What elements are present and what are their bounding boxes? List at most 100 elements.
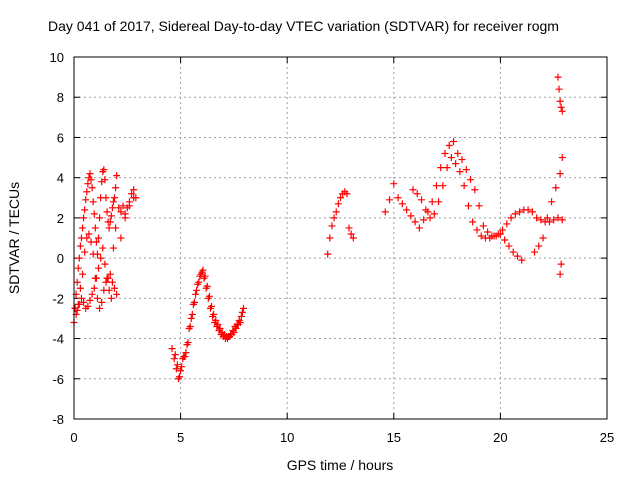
data-point [85, 230, 93, 238]
data-point [528, 208, 536, 216]
x-axis-label: GPS time / hours [287, 457, 394, 473]
data-point [477, 232, 485, 240]
data-point [229, 327, 237, 335]
data-point [128, 190, 136, 198]
data-point [398, 200, 406, 208]
x-tick-label: 20 [493, 430, 507, 445]
data-point [203, 282, 211, 290]
data-point [214, 320, 222, 328]
data-point [386, 196, 394, 204]
data-point [102, 278, 110, 286]
y-tick-label: 10 [50, 50, 64, 65]
data-point [77, 294, 85, 302]
data-point [90, 284, 98, 292]
data-point [238, 308, 246, 316]
data-point [119, 202, 127, 210]
data-point [117, 208, 125, 216]
data-point [87, 176, 95, 184]
y-tick-label: 2 [57, 211, 64, 226]
data-point [415, 224, 423, 232]
data-point [103, 208, 111, 216]
y-tick-label: 6 [57, 130, 64, 145]
data-point [469, 218, 477, 226]
data-point [109, 244, 117, 252]
data-point [84, 180, 92, 188]
data-point [235, 316, 243, 324]
data-point [95, 264, 103, 272]
data-point [345, 224, 353, 232]
data-point [199, 266, 207, 274]
data-point [168, 345, 176, 353]
data-point [337, 194, 344, 202]
data-point [81, 206, 89, 214]
data-point [239, 304, 247, 312]
data-point [390, 180, 398, 188]
data-point [81, 248, 89, 256]
x-tick-label: 15 [387, 430, 401, 445]
data-point [556, 270, 564, 278]
data-point [171, 351, 179, 359]
data-point [550, 216, 558, 224]
data-point [83, 188, 91, 196]
y-tick-label: 0 [57, 251, 64, 266]
data-point [88, 290, 96, 298]
data-point [88, 184, 96, 192]
data-point [437, 164, 445, 172]
data-point [237, 312, 245, 320]
data-point [101, 260, 109, 268]
data-point [513, 252, 521, 260]
data-point [467, 176, 475, 184]
data-point [190, 298, 198, 306]
data-point [75, 300, 83, 308]
data-point [558, 216, 566, 224]
data-point [82, 196, 90, 204]
data-point [343, 190, 351, 198]
data-point [496, 230, 504, 238]
data-point [105, 286, 113, 294]
data-point [332, 208, 340, 216]
data-point [454, 150, 462, 158]
data-point [334, 200, 342, 208]
data-point [197, 270, 205, 278]
data-point [471, 186, 479, 194]
data-point [518, 256, 526, 264]
data-point [90, 210, 98, 218]
data-point [84, 302, 92, 310]
data-point [99, 244, 107, 252]
data-point [188, 310, 196, 318]
data-point [106, 270, 114, 278]
data-points [70, 73, 566, 383]
data-point [195, 278, 203, 286]
data-point [113, 290, 121, 298]
data-point [503, 220, 511, 228]
data-point [80, 298, 88, 306]
data-point [173, 361, 181, 369]
data-point [193, 286, 201, 294]
data-point [212, 316, 220, 324]
data-point [554, 73, 562, 81]
data-point [89, 198, 97, 206]
data-point [87, 238, 95, 246]
x-tick-label: 10 [280, 430, 294, 445]
data-point [439, 182, 447, 190]
data-point [187, 314, 195, 322]
data-point [324, 250, 332, 258]
data-point [473, 226, 481, 234]
data-point [403, 206, 411, 214]
data-point [100, 166, 108, 174]
y-tick-label: -8 [52, 412, 64, 427]
data-point [328, 222, 336, 230]
data-point [97, 254, 105, 262]
plot-frame [73, 56, 608, 420]
axis-ticks: 0 5 10 15 20 25 -8 -6 -4 -2 0 2 4 6 8 10 [50, 50, 615, 445]
data-point [394, 194, 402, 202]
data-point [464, 202, 472, 210]
data-point [456, 168, 464, 176]
data-point [102, 194, 110, 202]
data-point [349, 234, 357, 242]
data-point [89, 250, 97, 258]
data-point [558, 154, 566, 162]
data-point [554, 214, 562, 222]
data-point [556, 97, 564, 105]
data-point [95, 234, 103, 242]
